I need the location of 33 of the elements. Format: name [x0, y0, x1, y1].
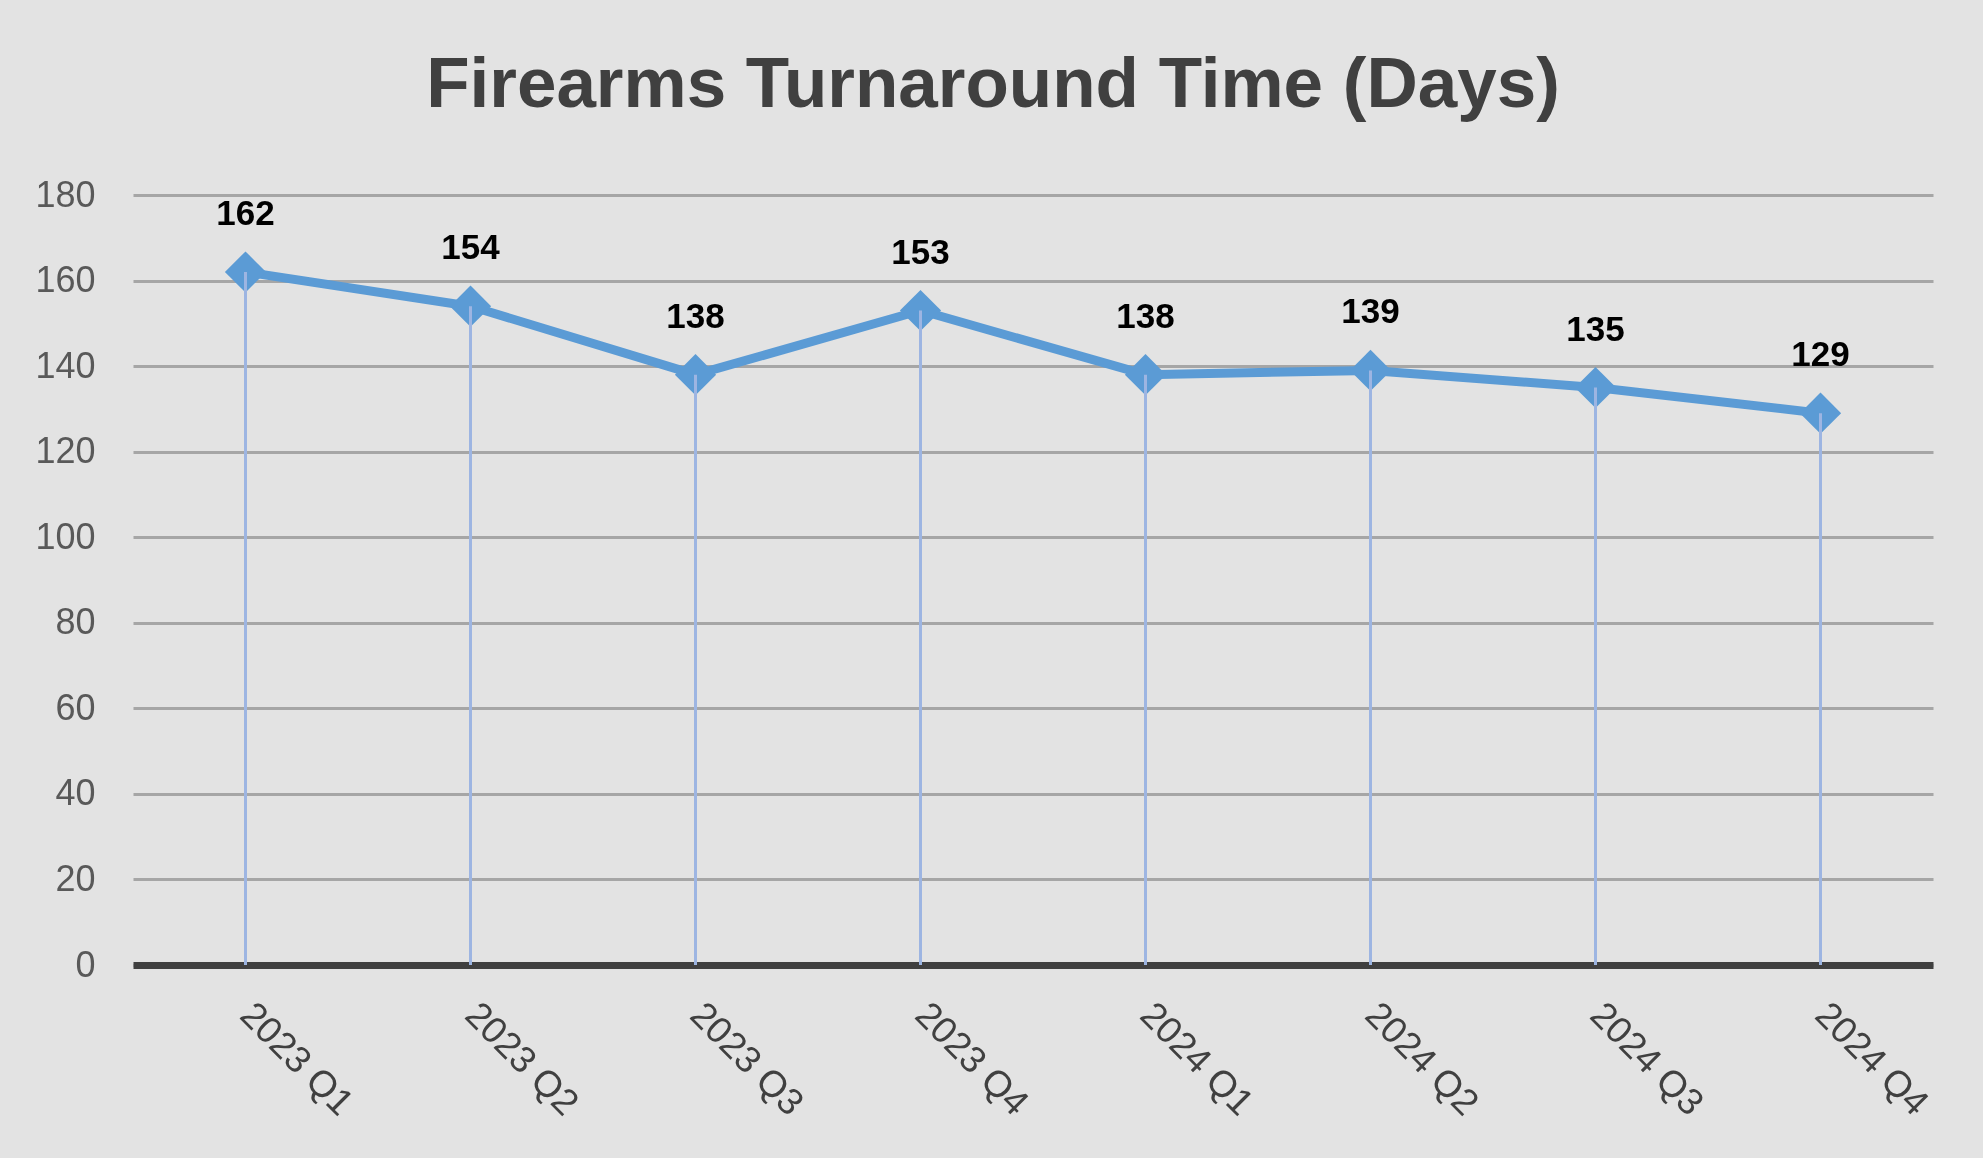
bar: [1369, 370, 1372, 965]
y-tick-label: 140: [35, 344, 96, 386]
y-tick-label: 120: [35, 430, 96, 472]
bar: [244, 272, 247, 965]
point: [899, 289, 942, 332]
data-label: 138: [666, 295, 725, 335]
y-tick-label: 40: [55, 772, 96, 814]
data-label: 138: [1116, 295, 1175, 335]
point: [449, 285, 492, 327]
bar: [469, 306, 472, 965]
y-tick-label: 20: [55, 857, 96, 899]
y-tick-label: 160: [35, 259, 96, 301]
bar: [1594, 387, 1597, 965]
data-label: 162: [216, 193, 275, 232]
bar: [1819, 413, 1822, 965]
data-label: 129: [1791, 334, 1850, 374]
data-label: 153: [891, 231, 950, 271]
y-tick-label: 180: [35, 173, 96, 215]
data-label: 139: [1341, 291, 1400, 331]
point: [224, 251, 267, 293]
point: [674, 354, 717, 396]
bar: [919, 310, 922, 965]
point: [1799, 392, 1842, 434]
y-tick-label: 80: [55, 601, 96, 643]
y-tick-label: 60: [55, 686, 96, 728]
y-tick-label: 100: [35, 515, 96, 557]
data-label: 135: [1566, 308, 1625, 348]
chart-title: Firearms Turnaround Time (Days): [426, 43, 1560, 122]
bar: [1144, 374, 1147, 965]
data-label: 154: [441, 227, 501, 267]
point: [1574, 366, 1617, 409]
y-tick-label: 0: [75, 943, 96, 985]
bar: [694, 374, 697, 965]
